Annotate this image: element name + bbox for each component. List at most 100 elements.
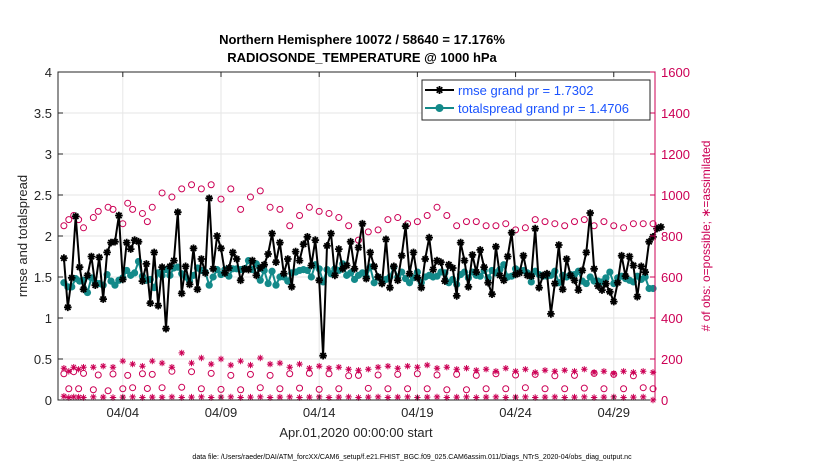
- rmse-point: [299, 240, 308, 248]
- y-tick-label: 0.5: [34, 352, 52, 367]
- assimilated-obs-point: [158, 359, 166, 367]
- assimilated-obs-point: [600, 393, 608, 401]
- rmse-point: [205, 194, 213, 203]
- possible-obs-point: [94, 371, 102, 379]
- assimilated-obs-point: [65, 394, 72, 401]
- possible-obs-point: [394, 214, 402, 222]
- rmse-point: [229, 248, 237, 257]
- rmse-point: [370, 262, 378, 271]
- possible-obs-point: [374, 226, 382, 234]
- assimilated-obs-point: [237, 357, 244, 365]
- possible-obs-point: [237, 386, 245, 394]
- y2-tick-label: 1000: [661, 188, 690, 203]
- rmse-point: [217, 244, 225, 253]
- possible-obs-point: [296, 384, 304, 392]
- rmse-point: [472, 268, 481, 276]
- assimilated-obs-point: [581, 366, 588, 373]
- assimilated-obs-point: [129, 393, 136, 401]
- totalspread-point: [205, 281, 213, 289]
- possible-obs-point: [217, 195, 225, 203]
- possible-obs-point: [178, 185, 186, 193]
- possible-obs-point: [502, 220, 510, 228]
- assimilated-obs-point: [257, 354, 264, 362]
- rmse-point: [166, 262, 174, 271]
- possible-obs-point: [639, 384, 647, 392]
- possible-obs-point: [433, 371, 441, 379]
- x-tick-label: 04/09: [205, 405, 238, 420]
- possible-obs-point: [75, 385, 83, 393]
- possible-obs-point: [197, 385, 205, 393]
- assimilated-obs-point: [276, 359, 284, 367]
- rmse-point: [221, 269, 229, 277]
- assimilated-obs-point: [178, 349, 185, 357]
- possible-obs-point: [472, 218, 480, 226]
- assimilated-obs-point: [168, 364, 176, 371]
- rmse-point: [342, 261, 351, 270]
- assimilated-obs-point: [65, 368, 72, 375]
- rmse-point: [570, 276, 579, 285]
- rmse-point: [645, 237, 653, 246]
- assimilated-obs-point: [590, 394, 598, 401]
- rmse-point: [252, 271, 261, 280]
- rmse-point: [460, 256, 469, 265]
- rmse-point: [319, 351, 327, 360]
- rmse-point: [95, 253, 103, 262]
- assimilated-obs-point: [532, 369, 539, 376]
- possible-obs-point: [462, 386, 470, 394]
- y2-tick-label: 1600: [661, 65, 690, 80]
- rmse-point: [441, 277, 449, 285]
- rmse-point: [264, 250, 272, 258]
- rmse-point: [562, 255, 571, 263]
- assimilated-obs-point: [620, 368, 627, 375]
- rmse-point: [413, 274, 422, 282]
- possible-obs-point: [129, 384, 137, 392]
- rmse-point: [158, 263, 166, 271]
- possible-obs-point: [246, 370, 254, 378]
- assimilated-obs-point: [90, 364, 97, 371]
- rmse-point: [641, 268, 649, 276]
- assimilated-obs-point: [158, 394, 166, 401]
- assimilated-obs-point: [296, 360, 303, 368]
- assimilated-obs-point: [247, 393, 254, 401]
- rmse-point: [625, 252, 634, 261]
- rmse-point: [130, 236, 139, 244]
- possible-obs-point: [80, 224, 88, 232]
- assimilated-obs-point: [60, 393, 68, 400]
- rmse-point: [511, 270, 520, 279]
- rmse-point: [602, 279, 610, 288]
- assimilated-obs-point: [100, 393, 107, 401]
- rmse-point: [566, 271, 575, 280]
- rmse-point: [507, 228, 516, 237]
- possible-obs-point: [188, 368, 196, 376]
- assimilated-obs-point: [257, 393, 264, 401]
- rmse-point: [452, 292, 461, 300]
- rmse-point: [382, 235, 390, 244]
- y2-tick-label: 600: [661, 270, 683, 285]
- rmse-point: [558, 285, 567, 294]
- totalspread-point: [209, 273, 217, 281]
- possible-obs-point: [551, 220, 559, 228]
- assimilated-obs-point: [433, 365, 441, 372]
- totalspread-point: [606, 268, 614, 276]
- possible-obs-point: [443, 212, 451, 219]
- rmse-point: [122, 238, 131, 247]
- chart-subtitle: RADIOSONDE_TEMPERATURE @ 1000 hPa: [227, 50, 497, 65]
- possible-obs-point: [94, 207, 102, 215]
- possible-obs-point: [561, 222, 569, 230]
- possible-obs-point: [649, 220, 657, 228]
- rmse-point: [248, 256, 257, 265]
- possible-obs-point: [531, 216, 539, 224]
- rmse-point: [401, 222, 410, 230]
- rmse-point: [280, 269, 288, 278]
- rmse-point: [496, 271, 504, 280]
- assimilated-obs-point: [75, 393, 82, 401]
- assimilated-obs-point: [306, 393, 313, 401]
- rmse-point: [598, 286, 606, 294]
- rmse-point: [87, 252, 96, 261]
- rmse-point: [637, 262, 646, 271]
- possible-obs-point: [413, 370, 421, 378]
- y2-axis-ticks: 0 200 400 600 800 1000 1200 1400 1600: [650, 65, 690, 408]
- rmse-point: [586, 209, 594, 217]
- assimilated-obs-point: [394, 365, 401, 372]
- assimilated-obs-point: [129, 360, 136, 368]
